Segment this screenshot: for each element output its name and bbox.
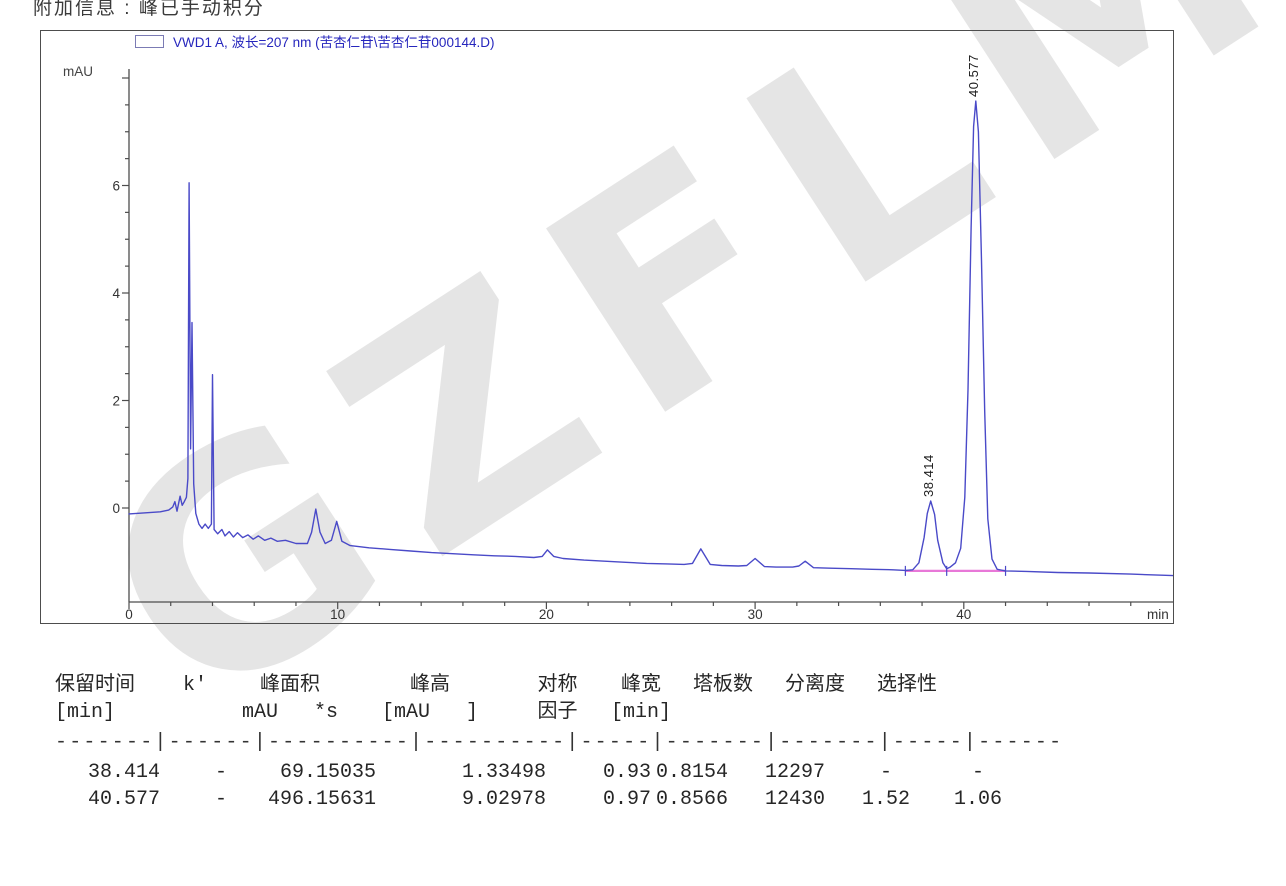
table-cell: 1.33498 (461, 761, 546, 784)
y-axis-unit: mAU (63, 64, 93, 79)
table-unit-cell: 因子 (537, 701, 578, 724)
x-tick-label: 40 (956, 607, 971, 622)
y-tick-label: 4 (112, 286, 120, 301)
peak-rt-label: 40.577 (965, 54, 981, 98)
table-header-row: 保留时间 k' 峰面积 峰高 对称 峰宽 塔板数 分离度 选择性 (55, 672, 1095, 699)
table-cell: - (214, 761, 227, 784)
table-cell: 0.93 (602, 761, 651, 784)
peak-results-table: 保留时间 k' 峰面积 峰高 对称 峰宽 塔板数 分离度 选择性 [min] mAU *s [mAU … (55, 672, 1095, 813)
table-cell: 38.414 (87, 761, 160, 784)
chromatogram-plot: 0 2 4 6 mAU 0 10 20 30 40 min (63, 64, 1173, 622)
table-row: 38.414 - 69.15035 1.33498 0.93 0.8154 12297 - - (55, 759, 1095, 786)
table-cell: - (879, 761, 892, 784)
y-tick-label: 6 (112, 179, 120, 194)
table-cell: 0.8154 (656, 761, 729, 784)
legend-swatch (135, 34, 164, 48)
axes (128, 69, 1173, 603)
table-unit-cell (861, 699, 953, 726)
table-unit-cell: [min] (55, 701, 116, 724)
table-cell: - (214, 788, 227, 811)
x-axis-unit: min (1147, 607, 1169, 622)
x-axis-ticks: 0 10 20 30 40 (125, 602, 1132, 622)
table-header-cell: 保留时间 (55, 674, 135, 697)
y-tick-label: 0 (112, 501, 120, 516)
table-cell: 69.15035 (279, 761, 376, 784)
table-cell: 0.8566 (656, 788, 729, 811)
additional-info-text: 附加信息 : 峰已手动积分 (33, 0, 265, 17)
table-unit-cell (677, 699, 769, 726)
table-cell: 0.97 (602, 788, 651, 811)
table-header-cell: k' (182, 674, 207, 697)
y-tick-label: 2 (112, 394, 120, 409)
table-header-cell: 对称 (537, 674, 578, 697)
table-separator: -------|------|----------|----------|---… (55, 731, 1064, 754)
table-header-cell: 峰高 (410, 674, 450, 697)
table-cell: 1.06 (953, 788, 1002, 811)
table-header-cell: 峰面积 (260, 674, 320, 697)
table-header-cell: 选择性 (877, 674, 937, 697)
table-unit-cell: mAU *s (241, 701, 338, 724)
table-cell: 40.577 (87, 788, 160, 811)
table-cell: 1.52 (861, 788, 910, 811)
x-tick-label: 20 (539, 607, 554, 622)
table-cell: 496.15631 (267, 788, 376, 811)
table-unit-cell: [min] (610, 701, 671, 724)
x-tick-label: 30 (748, 607, 763, 622)
table-cell: 9.02978 (461, 788, 546, 811)
table-cell: - (971, 761, 984, 784)
peak-rt-label: 38.414 (920, 454, 936, 497)
x-tick-label: 0 (125, 607, 133, 622)
x-tick-label: 10 (330, 607, 345, 622)
table-unit-cell (769, 699, 861, 726)
table-units-row: [min] mAU *s [mAU ] 因子 [min] (55, 699, 1095, 726)
table-cell: 12297 (764, 761, 825, 784)
signal-legend: VWD1 A, 波长=207 nm (苦杏仁苷\苦杏仁苷000144.D) (135, 33, 495, 50)
table-header-cell: 峰宽 (621, 674, 661, 697)
table-unit-cell (160, 699, 230, 726)
table-unit-cell: [mAU ] (381, 701, 478, 724)
table-row: 40.577 - 496.15631 9.02978 0.97 0.8566 12430 1.… (55, 786, 1095, 813)
chromatogram-trace (128, 100, 1173, 577)
additional-info-clip: 附加信息 : 峰已手动积分 (33, 0, 553, 17)
chromatogram-frame: VWD1 A, 波长=207 nm (苦杏仁苷\苦杏仁苷000144.D) 0 2… (40, 30, 1174, 624)
y-axis-ticks: 0 2 4 6 (112, 77, 129, 516)
table-header-cell: 分离度 (785, 674, 845, 697)
table-header-cell: 塔板数 (693, 674, 753, 697)
table-cell: 12430 (764, 788, 825, 811)
legend-label: VWD1 A, 波长=207 nm (苦杏仁苷\苦杏仁苷000144.D) (173, 35, 495, 50)
